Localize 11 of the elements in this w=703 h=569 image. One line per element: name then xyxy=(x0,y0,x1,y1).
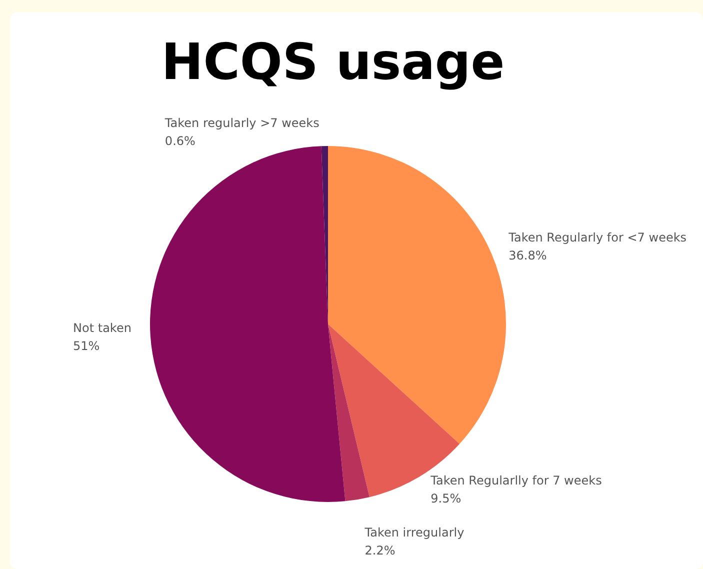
slice-label: Not taken xyxy=(73,320,132,335)
data-label: 2.2% xyxy=(364,543,396,558)
data-label: 9.5% xyxy=(430,491,462,506)
slice-label: Taken regularly >7 weeks xyxy=(164,116,320,130)
slice-label: Taken irregularly xyxy=(364,525,464,540)
slice-label: Taken Regularly for <7 weeks xyxy=(508,230,687,244)
slice-label: Taken Regularlly for 7 weeks xyxy=(430,473,602,488)
chart-title: HCQS usage xyxy=(161,33,505,91)
data-label: 0.6% xyxy=(164,134,196,148)
data-label: 51% xyxy=(73,338,100,353)
data-label: 36.8% xyxy=(508,248,547,262)
